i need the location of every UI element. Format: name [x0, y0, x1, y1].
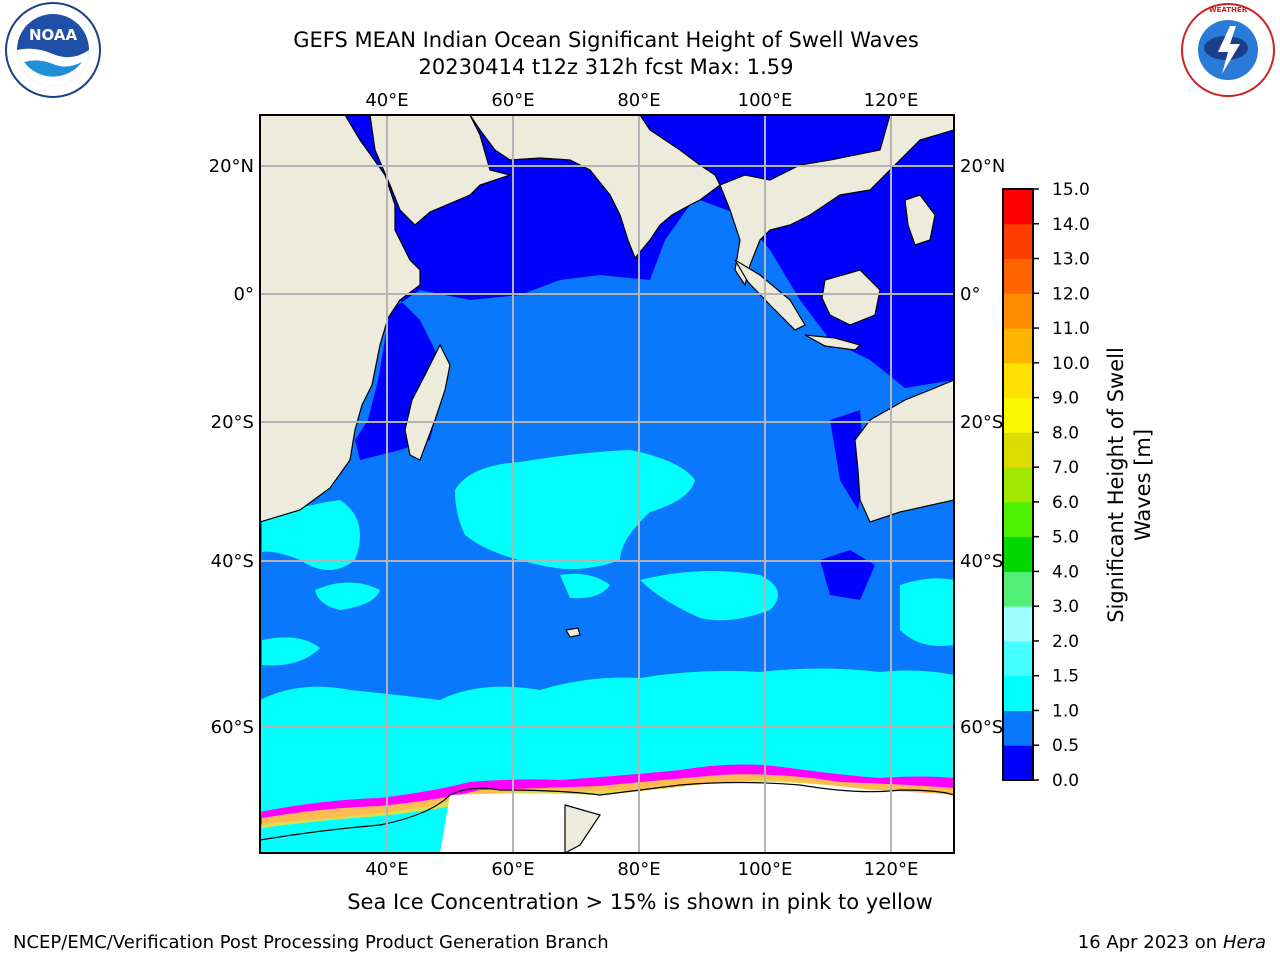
colorbar-bin [1003, 606, 1033, 642]
colorbar-bin [1003, 362, 1033, 399]
land-kerguelen [565, 627, 581, 638]
colorbar-tick-label: 5.0 [1052, 528, 1079, 548]
swell-1.0-1.5m-patch-e [900, 578, 954, 646]
colorbar-tick-label: 12.0 [1052, 284, 1090, 304]
colorbar: 0.0 0.5 1.0 1.5 2.0 3.0 4.0 5.0 6.0 7.0 8.0 9.0 10.0… [1002, 180, 1155, 791]
colorbar-bin [1003, 745, 1033, 781]
colorbar-tick-label: 8.0 [1052, 423, 1079, 443]
x-tick-label-top: 40°E [365, 90, 408, 111]
x-tick-label-top: 120°E [864, 90, 919, 111]
nws-logo: WEATHER [1181, 3, 1275, 97]
x-tick-label-bottom: 120°E [864, 859, 919, 880]
land-antarctica-peninsula [564, 804, 601, 853]
colorbar-tick-label: 3.0 [1052, 597, 1079, 617]
y-tick-label-right: 20°N [960, 156, 1005, 177]
y-tick-label-left: 20°N [209, 156, 254, 177]
x-tick-label-bottom: 80°E [617, 859, 660, 880]
y-tick-label-right: 0° [960, 284, 980, 305]
y-tick-label-left: 60°S [211, 717, 254, 738]
y-tick-label-left: 0° [234, 284, 254, 305]
footer-credit: NCEP/EMC/Verification Post Processing Pr… [13, 932, 609, 953]
swell-1.0-1.5m-patch-c [560, 573, 610, 599]
colorbar-bin [1003, 328, 1033, 364]
colorbar-label-line1: Significant Height of Swell [1104, 347, 1128, 623]
colorbar-bin [1003, 432, 1033, 468]
colorbar-tick-label: 11.0 [1052, 319, 1090, 339]
colorbar-bin [1003, 223, 1033, 260]
land-borneo [821, 269, 881, 326]
swell-1.0-1.5m-patch-a [315, 582, 380, 610]
colorbar-tick-label: 10.0 [1052, 354, 1090, 374]
land-madagascar [404, 343, 451, 461]
colorbar-tick-label: 0.0 [1052, 771, 1079, 791]
land [260, 115, 954, 853]
y-tick-label-left: 20°S [211, 412, 254, 433]
land-java [804, 334, 862, 351]
colorbar-bin [1003, 640, 1033, 677]
svg-text:WEATHER: WEATHER [1209, 6, 1248, 14]
swell-1.0-1.5m-west [262, 500, 360, 570]
colorbar-frame [1002, 188, 1034, 781]
noaa-logo-text: NOAA [29, 26, 78, 44]
colorbar-bin [1003, 467, 1033, 503]
colorbar-bin [1003, 571, 1033, 607]
colorbar-bins [1003, 189, 1033, 781]
x-tick-label-top: 80°E [617, 90, 660, 111]
colorbar-bin [1003, 293, 1033, 329]
land-arabia [369, 115, 513, 226]
colorbar-tick-label: 0.5 [1052, 736, 1079, 756]
footer-host: Hera [1222, 932, 1266, 953]
footer-date-text: 16 Apr 2023 on [1077, 932, 1223, 953]
x-tick-label-bottom: 100°E [738, 859, 793, 880]
colorbar-tick-label: 14.0 [1052, 215, 1090, 235]
graticule [260, 115, 954, 853]
y-tick-label-right: 60°S [960, 717, 1003, 738]
swell-1.0-1.5m-patch-d [262, 637, 320, 666]
map-frame [259, 114, 955, 854]
colorbar-tick-label: 7.0 [1052, 458, 1079, 478]
colorbar-tick-label: 1.5 [1052, 667, 1079, 687]
x-tick-label-bottom: 60°E [491, 859, 534, 880]
x-tick-label-top: 100°E [738, 90, 793, 111]
swell-below-0.5m-patch [820, 550, 875, 600]
y-tick-label-right: 20°S [960, 412, 1003, 433]
land-australia [854, 379, 954, 523]
map-title: GEFS MEAN Indian Ocean Significant Heigh… [293, 28, 919, 52]
noaa-logo: NOAA [5, 2, 101, 98]
colorbar-bin [1003, 397, 1033, 433]
colorbar-tick-label: 15.0 [1052, 180, 1090, 200]
y-tick-label-left: 40°S [211, 551, 254, 572]
colorbar-label-line2: Waves [m] [1131, 429, 1155, 541]
colorbar-bin [1003, 536, 1033, 572]
x-tick-label-bottom: 40°E [365, 859, 408, 880]
colorbar-bin [1003, 675, 1033, 711]
swell-1.0-1.5m-central [455, 450, 695, 569]
colorbar-bin [1003, 189, 1033, 225]
land-philippines [904, 194, 936, 246]
colorbar-bin [1003, 501, 1033, 538]
land-antarctica-coastline [260, 781, 954, 853]
colorbar-tick-label: 1.0 [1052, 701, 1079, 721]
colorbar-tick-label: 2.0 [1052, 632, 1079, 652]
colorbar-bin [1003, 710, 1033, 746]
forecast-subtitle: 20230414 t12z 312h fcst Max: 1.59 [418, 55, 794, 79]
swell-below-0.5m-australia-coast [830, 410, 865, 510]
land-se-asia [719, 115, 954, 287]
swell-1.0-1.5m-patch-b [640, 571, 778, 621]
colorbar-tick-label: 4.0 [1052, 562, 1079, 582]
colorbar-tick-label: 6.0 [1052, 493, 1079, 513]
sea-ice-caption: Sea Ice Concentration > 15% is shown in … [347, 890, 933, 914]
colorbar-tick-label: 9.0 [1052, 389, 1079, 409]
land-india [469, 115, 721, 260]
map-area [260, 115, 954, 853]
x-tick-label-top: 60°E [491, 90, 534, 111]
colorbar-bin [1003, 258, 1033, 294]
footer-date: 16 Apr 2023 on Hera [1078, 932, 1266, 953]
colorbar-tick-label: 13.0 [1052, 250, 1090, 270]
y-tick-label-right: 40°S [960, 551, 1003, 572]
colorbar-ticks: 0.0 0.5 1.0 1.5 2.0 3.0 4.0 5.0 6.0 7.0 8.0 9.0 10.0… [1033, 180, 1090, 791]
